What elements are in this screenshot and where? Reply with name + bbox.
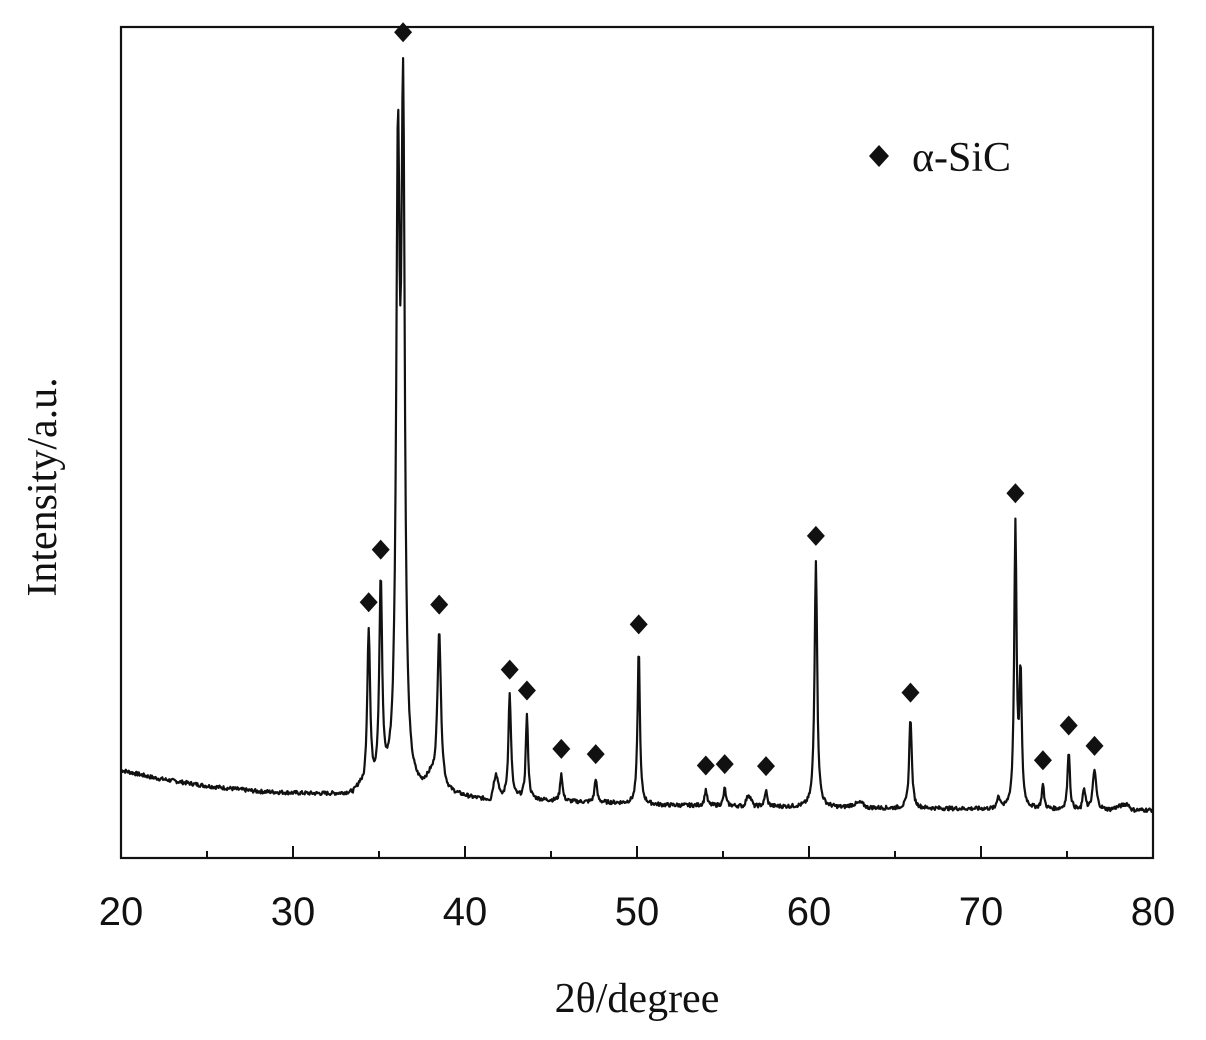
peak-marker-diamond-icon <box>1033 750 1052 771</box>
y-axis-title: Intensity/a.u. <box>20 377 66 596</box>
peak-marker-diamond-icon <box>394 22 413 43</box>
peak-marker-diamond-icon <box>806 525 825 546</box>
xrd-pattern-line <box>120 57 1155 813</box>
x-tick-label: 60 <box>787 890 832 934</box>
x-tick-label: 40 <box>443 890 488 934</box>
peak-marker-diamond-icon <box>629 614 648 635</box>
peak-marker-diamond-icon <box>430 594 449 615</box>
peak-marker-diamond-icon <box>1059 715 1078 736</box>
peak-marker-diamond-icon <box>586 744 605 765</box>
peak-marker-diamond-icon <box>517 680 536 701</box>
x-tick-label: 30 <box>271 890 316 934</box>
legend: α-SiC <box>869 135 1011 181</box>
x-tick-label: 50 <box>615 890 660 934</box>
peak-marker-diamond-icon <box>552 738 571 759</box>
x-tick-label: 20 <box>99 890 144 934</box>
x-axis-ticks <box>120 846 1154 858</box>
x-axis-tick-labels: 20 30 40 50 60 70 80 <box>99 890 1176 934</box>
peak-markers <box>359 22 1104 777</box>
peak-marker-diamond-icon <box>500 659 519 680</box>
peak-marker-diamond-icon <box>1085 735 1104 756</box>
peak-marker-diamond-icon <box>757 756 775 777</box>
peak-marker-diamond-icon <box>901 682 920 703</box>
x-tick-label: 70 <box>959 890 1004 934</box>
peak-marker-diamond-icon <box>359 592 378 613</box>
peak-marker-diamond-icon <box>696 755 715 776</box>
peak-marker-diamond-icon <box>371 539 390 560</box>
peak-marker-diamond-icon <box>715 754 734 775</box>
legend-marker-diamond-icon <box>869 145 889 167</box>
legend-label: α-SiC <box>912 135 1011 181</box>
x-tick-label: 80 <box>1131 890 1176 934</box>
x-axis-title: 2θ/degree <box>555 976 720 1022</box>
peak-marker-diamond-icon <box>1006 483 1025 504</box>
